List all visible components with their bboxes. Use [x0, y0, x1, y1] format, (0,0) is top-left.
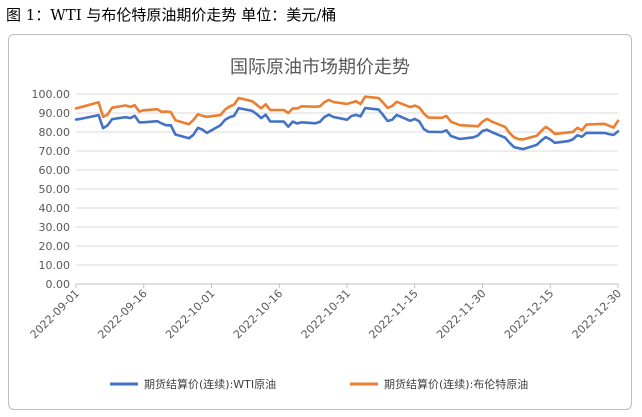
x-tick-label: 2022-12-30: [570, 287, 624, 341]
chart-title: 国际原油市场期价走势: [230, 57, 410, 78]
x-tick-label: 2022-10-16: [231, 287, 285, 341]
chart-frame: [8, 34, 632, 410]
y-tick-label: 90.00: [39, 107, 71, 120]
series-line: [74, 95, 620, 141]
x-tick-label: 2022-12-15: [502, 287, 556, 341]
x-tick-label: 2022-09-16: [95, 287, 149, 341]
y-tick-label: 10.00: [39, 259, 71, 272]
x-tick-label: 2022-10-31: [299, 287, 353, 341]
series-line: [74, 106, 620, 151]
gridlines: [76, 93, 618, 285]
y-tick-label: 50.00: [39, 183, 71, 196]
y-tick-label: 30.00: [39, 221, 71, 234]
y-tick-label: 60.00: [39, 164, 71, 177]
x-tick-label: 2022-11-15: [366, 287, 420, 341]
y-tick-label: 40.00: [39, 202, 71, 215]
y-tick-label: 100.00: [32, 88, 71, 101]
legend-label: 期货结算价(连续):WTI原油: [144, 377, 276, 391]
y-tick-label: 80.00: [39, 126, 71, 139]
series-lines: [74, 95, 620, 151]
x-tick-label: 2022-11-30: [434, 287, 488, 341]
legend-label: 期货结算价(连续):布伦特原油: [384, 377, 528, 391]
x-tick-label: 2022-09-01: [28, 287, 82, 341]
y-axis-ticks: 0.00 10.00 20.00 30.00 40.00 50.00 60.00 70.00 8…: [32, 88, 71, 291]
figure-caption: 图 1：WTI 与布伦特原油期价走势 单位：美元/桶: [6, 6, 337, 24]
y-tick-label: 20.00: [39, 240, 71, 253]
x-tick-label: 2022-10-01: [163, 287, 217, 341]
y-tick-label: 0.00: [46, 278, 71, 291]
legend: 期货结算价(连续):WTI原油 期货结算价(连续):布伦特原油: [110, 377, 528, 391]
y-tick-label: 70.00: [39, 145, 71, 158]
x-axis-ticks: 2022-09-01 2022-09-16 2022-10-01 2022-10-16…: [28, 284, 624, 341]
